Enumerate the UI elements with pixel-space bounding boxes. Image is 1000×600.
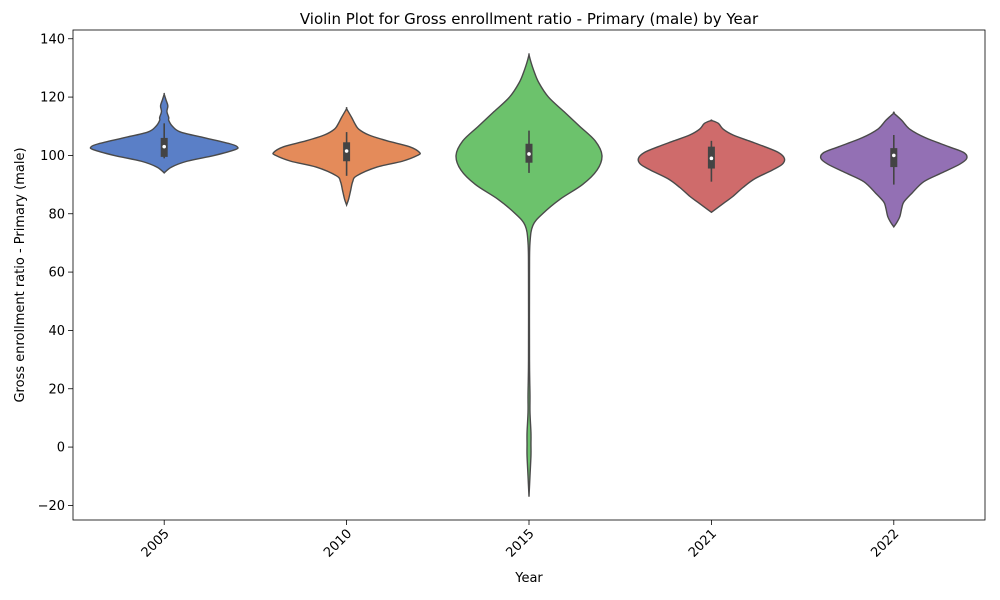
x-tick-label: 2010	[321, 527, 355, 561]
iqr-box	[890, 148, 898, 168]
violin-2015	[455, 53, 603, 497]
violin-2021	[637, 119, 786, 214]
x-tick-label: 2005	[139, 527, 173, 561]
x-tick-label: 2021	[686, 527, 720, 561]
median-dot	[709, 156, 714, 161]
y-tick-label: 120	[40, 91, 65, 106]
y-axis-label: Gross enrollment ratio - Primary (male)	[13, 147, 28, 402]
violin-2022	[819, 111, 968, 229]
y-tick-label: 100	[40, 149, 65, 164]
y-tick-label: 20	[48, 382, 65, 397]
y-tick-label: 40	[48, 324, 65, 339]
median-dot	[344, 149, 349, 153]
chart-title: Violin Plot for Gross enrollment ratio -…	[300, 10, 759, 28]
y-tick-label: 0	[57, 441, 65, 456]
y-axis: −20 0 20 40 60 80 100 120 140	[38, 32, 73, 514]
violin-2010	[272, 106, 421, 208]
violin-body	[455, 53, 603, 497]
median-dot	[527, 152, 531, 156]
x-axis: 2005 2010 2015 2021 2022	[139, 520, 902, 561]
y-tick-label: 140	[40, 32, 65, 47]
violin-2005	[89, 92, 239, 174]
median-dot	[162, 144, 166, 149]
x-tick-label: 2022	[868, 527, 902, 561]
y-tick-label: 60	[48, 266, 65, 281]
y-tick-label: 80	[48, 207, 65, 222]
x-axis-label: Year	[514, 571, 543, 586]
plot-frame	[72, 29, 986, 521]
y-tick-label: −20	[38, 499, 65, 514]
violins	[89, 53, 968, 497]
x-tick-label: 2015	[504, 527, 538, 561]
median-dot	[892, 153, 896, 158]
